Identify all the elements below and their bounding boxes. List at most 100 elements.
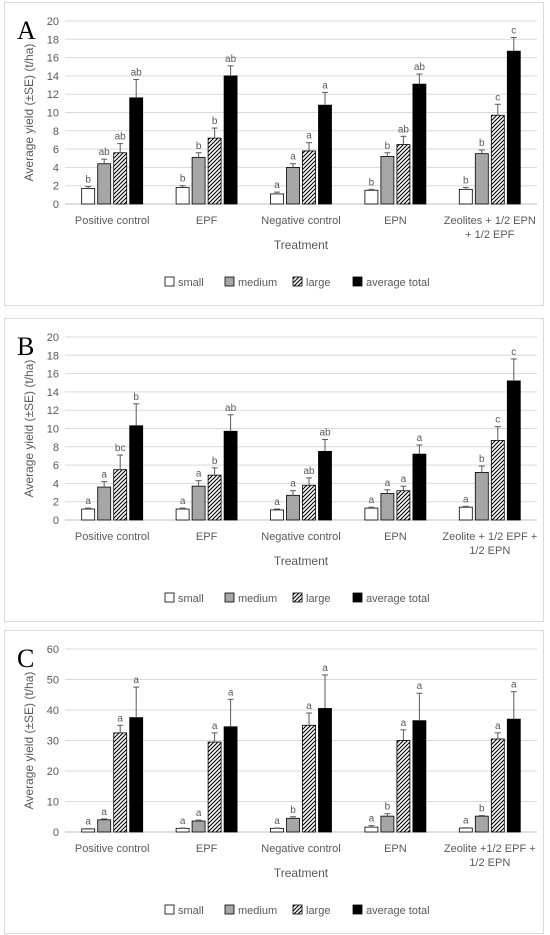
chart-panel-a: A 0 2 4 6 8 10 12 14 16 18 20 Average yield (±SE) (t… xyxy=(4,2,544,306)
bar-large xyxy=(113,152,128,205)
bar-large xyxy=(490,738,505,833)
x-tick-label: EPN xyxy=(384,843,407,855)
y-tick-label: 4 xyxy=(53,162,59,174)
bar-small xyxy=(175,187,190,205)
significance-label: b xyxy=(212,116,218,127)
significance-label: ab xyxy=(99,147,111,158)
bar-medium xyxy=(191,485,206,521)
bar-average-total xyxy=(412,453,427,521)
legend-label: small xyxy=(178,593,204,605)
x-tick-label: EPN xyxy=(384,215,407,227)
bar-average-total xyxy=(318,104,332,205)
significance-label: a xyxy=(385,478,391,489)
significance-label: a xyxy=(322,80,328,91)
significance-label: a xyxy=(274,816,280,827)
legend-swatch xyxy=(224,904,235,915)
legend-label: average total xyxy=(366,905,430,917)
bar-medium xyxy=(380,815,395,833)
chart-svg: C 0 10 20 30 40 50 60 Average yield (±SE) (t/ha)… xyxy=(17,644,537,917)
bar-average-total xyxy=(129,97,144,205)
y-tick-label: 50 xyxy=(47,675,59,687)
significance-label: c xyxy=(511,25,516,36)
bar-medium xyxy=(191,156,206,205)
y-tick-label: 8 xyxy=(53,126,59,138)
bar-small xyxy=(458,506,473,521)
significance-label: a xyxy=(228,687,234,698)
x-axis-title: Treatment xyxy=(274,554,329,568)
bar-medium xyxy=(380,156,395,205)
significance-label: ab xyxy=(131,68,143,79)
bar-small xyxy=(81,188,96,205)
bar-large xyxy=(396,490,411,521)
bar-large xyxy=(396,740,411,833)
bar-average-total xyxy=(318,708,332,833)
significance-label: c xyxy=(495,415,500,426)
significance-label: b xyxy=(479,804,485,815)
bar-large xyxy=(302,724,316,833)
legend-label: average total xyxy=(366,277,430,289)
bar-average-total xyxy=(412,83,427,205)
significance-label: a xyxy=(196,808,202,819)
legend-swatch xyxy=(352,592,363,603)
significance-label: c xyxy=(511,347,516,358)
bar-small xyxy=(175,508,190,521)
significance-label: a xyxy=(369,814,375,825)
significance-label: b xyxy=(290,805,296,816)
x-tick-label: Negative control xyxy=(261,843,341,855)
significance-label: b xyxy=(385,802,391,813)
significance-label: b xyxy=(479,138,485,149)
significance-label: a xyxy=(101,470,107,481)
bar-medium xyxy=(474,472,489,521)
y-tick-label: 14 xyxy=(47,387,59,399)
bar-large xyxy=(207,741,222,833)
y-tick-label: 20 xyxy=(47,766,59,778)
bar-small xyxy=(458,188,473,205)
legend-swatch xyxy=(352,904,363,915)
significance-label: a xyxy=(85,817,91,828)
bar-large xyxy=(113,732,128,833)
significance-label: a xyxy=(401,718,407,729)
significance-label: ab xyxy=(225,403,237,414)
legend-swatch xyxy=(292,276,303,287)
y-tick-label: 20 xyxy=(47,332,59,344)
chart-svg: A 0 2 4 6 8 10 12 14 16 18 20 Average yield (±SE) (t… xyxy=(17,16,537,289)
bar-average-total xyxy=(129,717,144,833)
bar-medium xyxy=(286,494,300,521)
significance-label: a xyxy=(101,807,107,818)
legend-label: large xyxy=(306,593,330,605)
bar-medium xyxy=(97,486,112,521)
bar-medium xyxy=(97,163,112,205)
bar-average-total xyxy=(223,430,238,521)
significance-label: a xyxy=(306,131,312,142)
legend-swatch xyxy=(224,276,235,287)
legend-swatch xyxy=(224,592,235,603)
y-tick-label: 20 xyxy=(47,16,59,28)
y-tick-label: 12 xyxy=(47,405,59,417)
bar-medium xyxy=(97,819,112,833)
legend-swatch xyxy=(292,592,303,603)
significance-label: a xyxy=(417,433,423,444)
bar-medium xyxy=(474,815,489,833)
panel-letter: A xyxy=(17,16,36,45)
significance-label: b xyxy=(85,175,91,186)
y-tick-label: 6 xyxy=(53,460,59,472)
bar-medium xyxy=(380,493,395,521)
x-tick-label: Positive control xyxy=(75,843,150,855)
y-tick-label: 16 xyxy=(47,369,59,381)
bar-average-total xyxy=(129,425,144,521)
legend-label: medium xyxy=(238,593,277,605)
bar-large xyxy=(207,474,222,521)
bar-large xyxy=(207,137,222,205)
significance-label: bc xyxy=(115,443,126,454)
y-tick-label: 16 xyxy=(47,53,59,65)
significance-label: a xyxy=(306,701,312,712)
y-tick-label: 60 xyxy=(47,644,59,656)
significance-label: a xyxy=(369,495,375,506)
significance-label: a xyxy=(196,469,202,480)
bar-small xyxy=(270,509,284,521)
bar-medium xyxy=(286,166,300,205)
significance-label: b xyxy=(479,454,485,465)
significance-label: ab xyxy=(414,62,426,73)
bar-small xyxy=(364,507,379,521)
y-tick-label: 18 xyxy=(47,34,59,46)
